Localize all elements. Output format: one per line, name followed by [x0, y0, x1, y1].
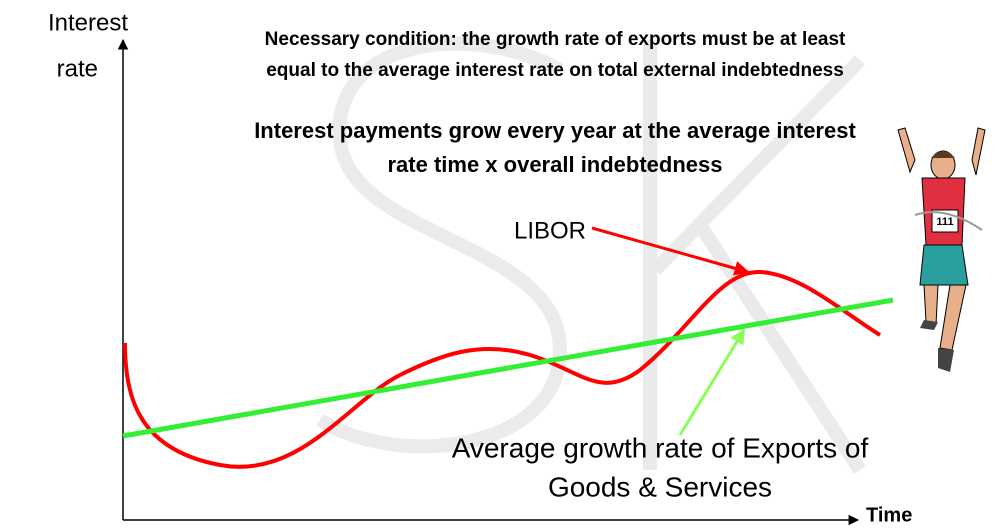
watermark: [316, 36, 866, 474]
exports-line: [122, 297, 894, 439]
y-axis-label: rate: [57, 55, 98, 82]
note: Interest payments grow every year at the…: [254, 118, 856, 143]
libor-label: LIBOR: [514, 217, 586, 244]
libor-curve: [123, 269, 882, 469]
bib-number: 111: [936, 216, 953, 228]
exports-arrow: [678, 328, 746, 436]
y-axis-label: Interest: [48, 9, 128, 36]
runner: 111: [897, 127, 986, 372]
exports-label: Goods & Services: [548, 471, 772, 502]
libor-arrow: [591, 226, 750, 276]
x-axis-label: Time: [866, 504, 912, 526]
note: equal to the average interest rate on to…: [266, 60, 844, 81]
note: rate time x overall indebtedness: [387, 152, 722, 177]
exports-label: Average growth rate of Exports of: [452, 432, 869, 463]
note: Necessary condition: the growth rate of …: [265, 29, 846, 50]
